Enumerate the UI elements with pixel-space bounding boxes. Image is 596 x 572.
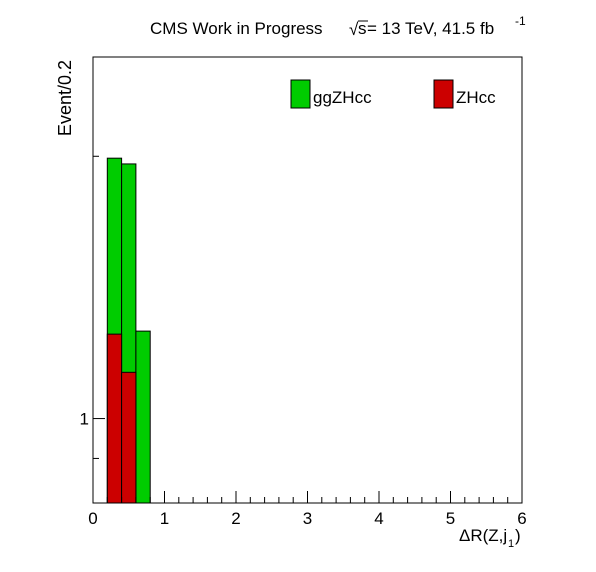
x-tick-label: 3 [303, 509, 312, 528]
legend-swatch-zhcc [433, 79, 454, 109]
bars [106, 157, 151, 504]
axes: 0 1 2 3 4 5 6 1 [80, 155, 527, 528]
x-tick-label: 5 [446, 509, 455, 528]
title-energy-lumi: = 13 TeV, 41.5 fb [367, 19, 494, 38]
legend-label-zhcc: ZHcc [456, 88, 496, 107]
y-tick-label: 1 [80, 410, 89, 429]
lumi-exponent: -1 [515, 14, 526, 28]
bar-zhcc-bin-1 [121, 371, 137, 504]
bar-zhcc-bin-0 [106, 333, 123, 504]
plot-frame [92, 56, 523, 504]
x-tick-label: 1 [160, 509, 169, 528]
sqrt-symbol: √ [349, 20, 359, 39]
x-axis-label-main: ΔR(Z,j [459, 526, 507, 545]
y-axis-label: Event/0.2 [55, 60, 75, 136]
chart-title: CMS Work in Progress √ s = 13 TeV, 41.5 … [150, 14, 526, 39]
x-tick-label: 4 [374, 509, 383, 528]
bar-ggzhcc-bin-2 [135, 330, 151, 504]
s-symbol: s [358, 19, 367, 38]
x-tick-label: 0 [88, 509, 97, 528]
title-left: CMS Work in Progress [150, 19, 323, 38]
x-tick-label: 2 [231, 509, 240, 528]
legend-label-ggzhcc: ggZHcc [313, 88, 372, 107]
x-tick-label: 6 [517, 509, 526, 528]
legend-swatch-ggzhcc [290, 79, 311, 109]
x-axis-label-subscript: 1 [508, 538, 514, 550]
x-axis-label-close: ) [515, 526, 521, 545]
legend: ggZHcc ZHcc [290, 79, 496, 109]
x-axis-label: ΔR(Z,j 1 ) [459, 526, 521, 550]
